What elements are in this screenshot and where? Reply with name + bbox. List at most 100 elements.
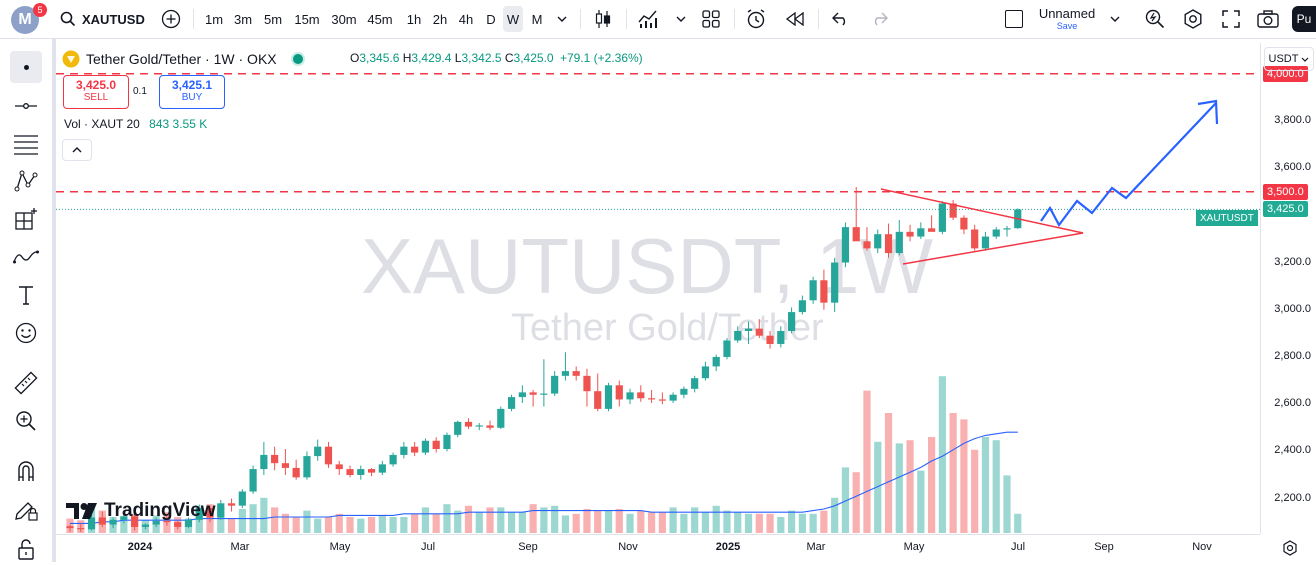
candle-body [120, 516, 128, 520]
volume-bar [432, 513, 440, 533]
interval-15m-button[interactable]: 15m [294, 11, 320, 27]
candle-body [152, 521, 160, 525]
symbol-search-button[interactable]: XAUTUSD [60, 6, 150, 32]
volume-bar [604, 510, 613, 533]
snapshot-button[interactable] [1255, 6, 1281, 32]
brush-tool[interactable] [10, 241, 42, 273]
tradingview-logo-icon [66, 503, 97, 519]
time-axis[interactable]: 2024 Mar May Jul Sep Nov 2025 Mar May Jul Sep Nov [56, 534, 1260, 563]
compare-symbol-button[interactable] [158, 6, 184, 32]
redo-button[interactable] [866, 6, 892, 32]
candle-body [367, 469, 376, 473]
volume-bar [335, 513, 343, 533]
projection-path [1040, 102, 1217, 228]
lock-drawings-tool[interactable] [10, 533, 42, 565]
text-tool[interactable] [10, 279, 42, 311]
stay-in-drawing-tool[interactable] [10, 494, 42, 526]
cursor-tool[interactable] [10, 51, 42, 83]
candle-body [895, 231, 903, 254]
sell-price: 3,425.0 [75, 78, 117, 92]
trend-line-tool[interactable] [10, 90, 42, 122]
undo-button[interactable] [828, 6, 854, 32]
interval-d-button[interactable]: D [486, 11, 496, 27]
layout-name-button[interactable]: Unnamed Save [1034, 6, 1100, 31]
layouts-button[interactable] [698, 6, 724, 32]
candle-body [87, 517, 96, 530]
price-axis[interactable]: 3,800.0 3,600.0 3,200.0 3,000.0 2,800.0 2,600… [1260, 43, 1316, 534]
alert-button[interactable] [743, 6, 769, 32]
zoom-lightning-icon [1145, 9, 1165, 29]
tradingview-logo[interactable]: TradingView [66, 500, 216, 522]
chart-type-button[interactable] [590, 6, 616, 32]
emoji-tool[interactable] [10, 317, 42, 349]
zoom-tool[interactable] [10, 405, 42, 437]
interval-45m-button[interactable]: 45m [367, 11, 393, 27]
interval-w-button[interactable]: W [503, 6, 523, 32]
fib-tool[interactable] [10, 128, 42, 160]
candle-body [669, 394, 677, 401]
forecast-tool[interactable] [10, 203, 42, 235]
interval-m-button[interactable]: M [531, 11, 543, 27]
chevron-up-icon [72, 147, 82, 153]
interval-2h-button[interactable]: 2h [432, 11, 448, 27]
layout-dropdown-button[interactable] [1106, 6, 1124, 32]
volume-bar [540, 507, 548, 533]
volume-bar [895, 443, 903, 533]
volume-bar [798, 513, 806, 533]
candle-body [497, 408, 505, 428]
publish-button[interactable]: Pu [1292, 6, 1316, 32]
magnet-tool[interactable] [10, 455, 42, 487]
candle-body [906, 231, 914, 237]
fullscreen-button[interactable] [1218, 6, 1244, 32]
notification-count: 5 [37, 5, 43, 15]
volume-bar [292, 517, 300, 533]
buy-button[interactable]: 3,425.1 BUY [159, 75, 225, 109]
interval-3m-button[interactable]: 3m [233, 11, 253, 27]
pattern-tool[interactable] [10, 165, 42, 197]
indicators-button[interactable] [636, 6, 662, 32]
replay-button[interactable] [782, 6, 808, 32]
candle-body [238, 491, 246, 506]
time-axis-settings-button[interactable] [1280, 538, 1300, 558]
volume-bar [421, 507, 430, 533]
interval-30m-button[interactable]: 30m [331, 11, 357, 27]
indicators-dropdown-button[interactable] [672, 6, 690, 32]
volume-bar [744, 513, 753, 533]
currency-selector[interactable]: USDT [1264, 47, 1314, 71]
price-chart[interactable]: XAUTUSDT, 1W Tether Gold/Tether [56, 43, 1260, 534]
volume-bar [906, 440, 914, 533]
interval-dropdown-button[interactable] [553, 6, 571, 32]
interval-1m-button[interactable]: 1m [204, 11, 224, 27]
quick-search-button[interactable] [1142, 6, 1168, 32]
volume-bar [1003, 475, 1011, 533]
candle-body [723, 340, 731, 357]
candle-body [863, 241, 871, 249]
volume-bar [981, 437, 990, 533]
price-tick: 2,200.0 [1274, 491, 1311, 504]
price-tick: 2,800.0 [1274, 349, 1311, 362]
candle-body [960, 217, 968, 230]
volume-bar [583, 509, 591, 533]
symbol-legend[interactable]: Tether Gold/Tether · 1W · OKX [62, 50, 305, 68]
interval-5m-button[interactable]: 5m [263, 11, 283, 27]
volume-bar [658, 512, 666, 533]
collapse-legend-button[interactable] [62, 139, 92, 161]
magnet-icon [18, 461, 34, 481]
volume-bar [367, 517, 376, 533]
settings-button[interactable] [1180, 6, 1206, 32]
volume-bar [777, 517, 785, 533]
interval-4h-button[interactable]: 4h [458, 11, 474, 27]
price-tick: 3,800.0 [1274, 113, 1311, 126]
measure-tool[interactable] [10, 367, 42, 399]
volume-bar [723, 510, 731, 533]
camera-icon [1257, 10, 1279, 28]
sell-button[interactable]: 3,425.0 SELL [63, 75, 129, 109]
volume-label: Vol · XAUT 20 [64, 117, 140, 131]
layout-checkbox[interactable] [1003, 6, 1025, 32]
volume-bar [637, 510, 645, 533]
volume-bar [680, 513, 688, 533]
candle-body [271, 454, 279, 464]
candle-body [486, 425, 494, 428]
interval-1h-button[interactable]: 1h [406, 11, 422, 27]
volume-legend[interactable]: Vol · XAUT 20 843 3.55 K [64, 117, 207, 131]
